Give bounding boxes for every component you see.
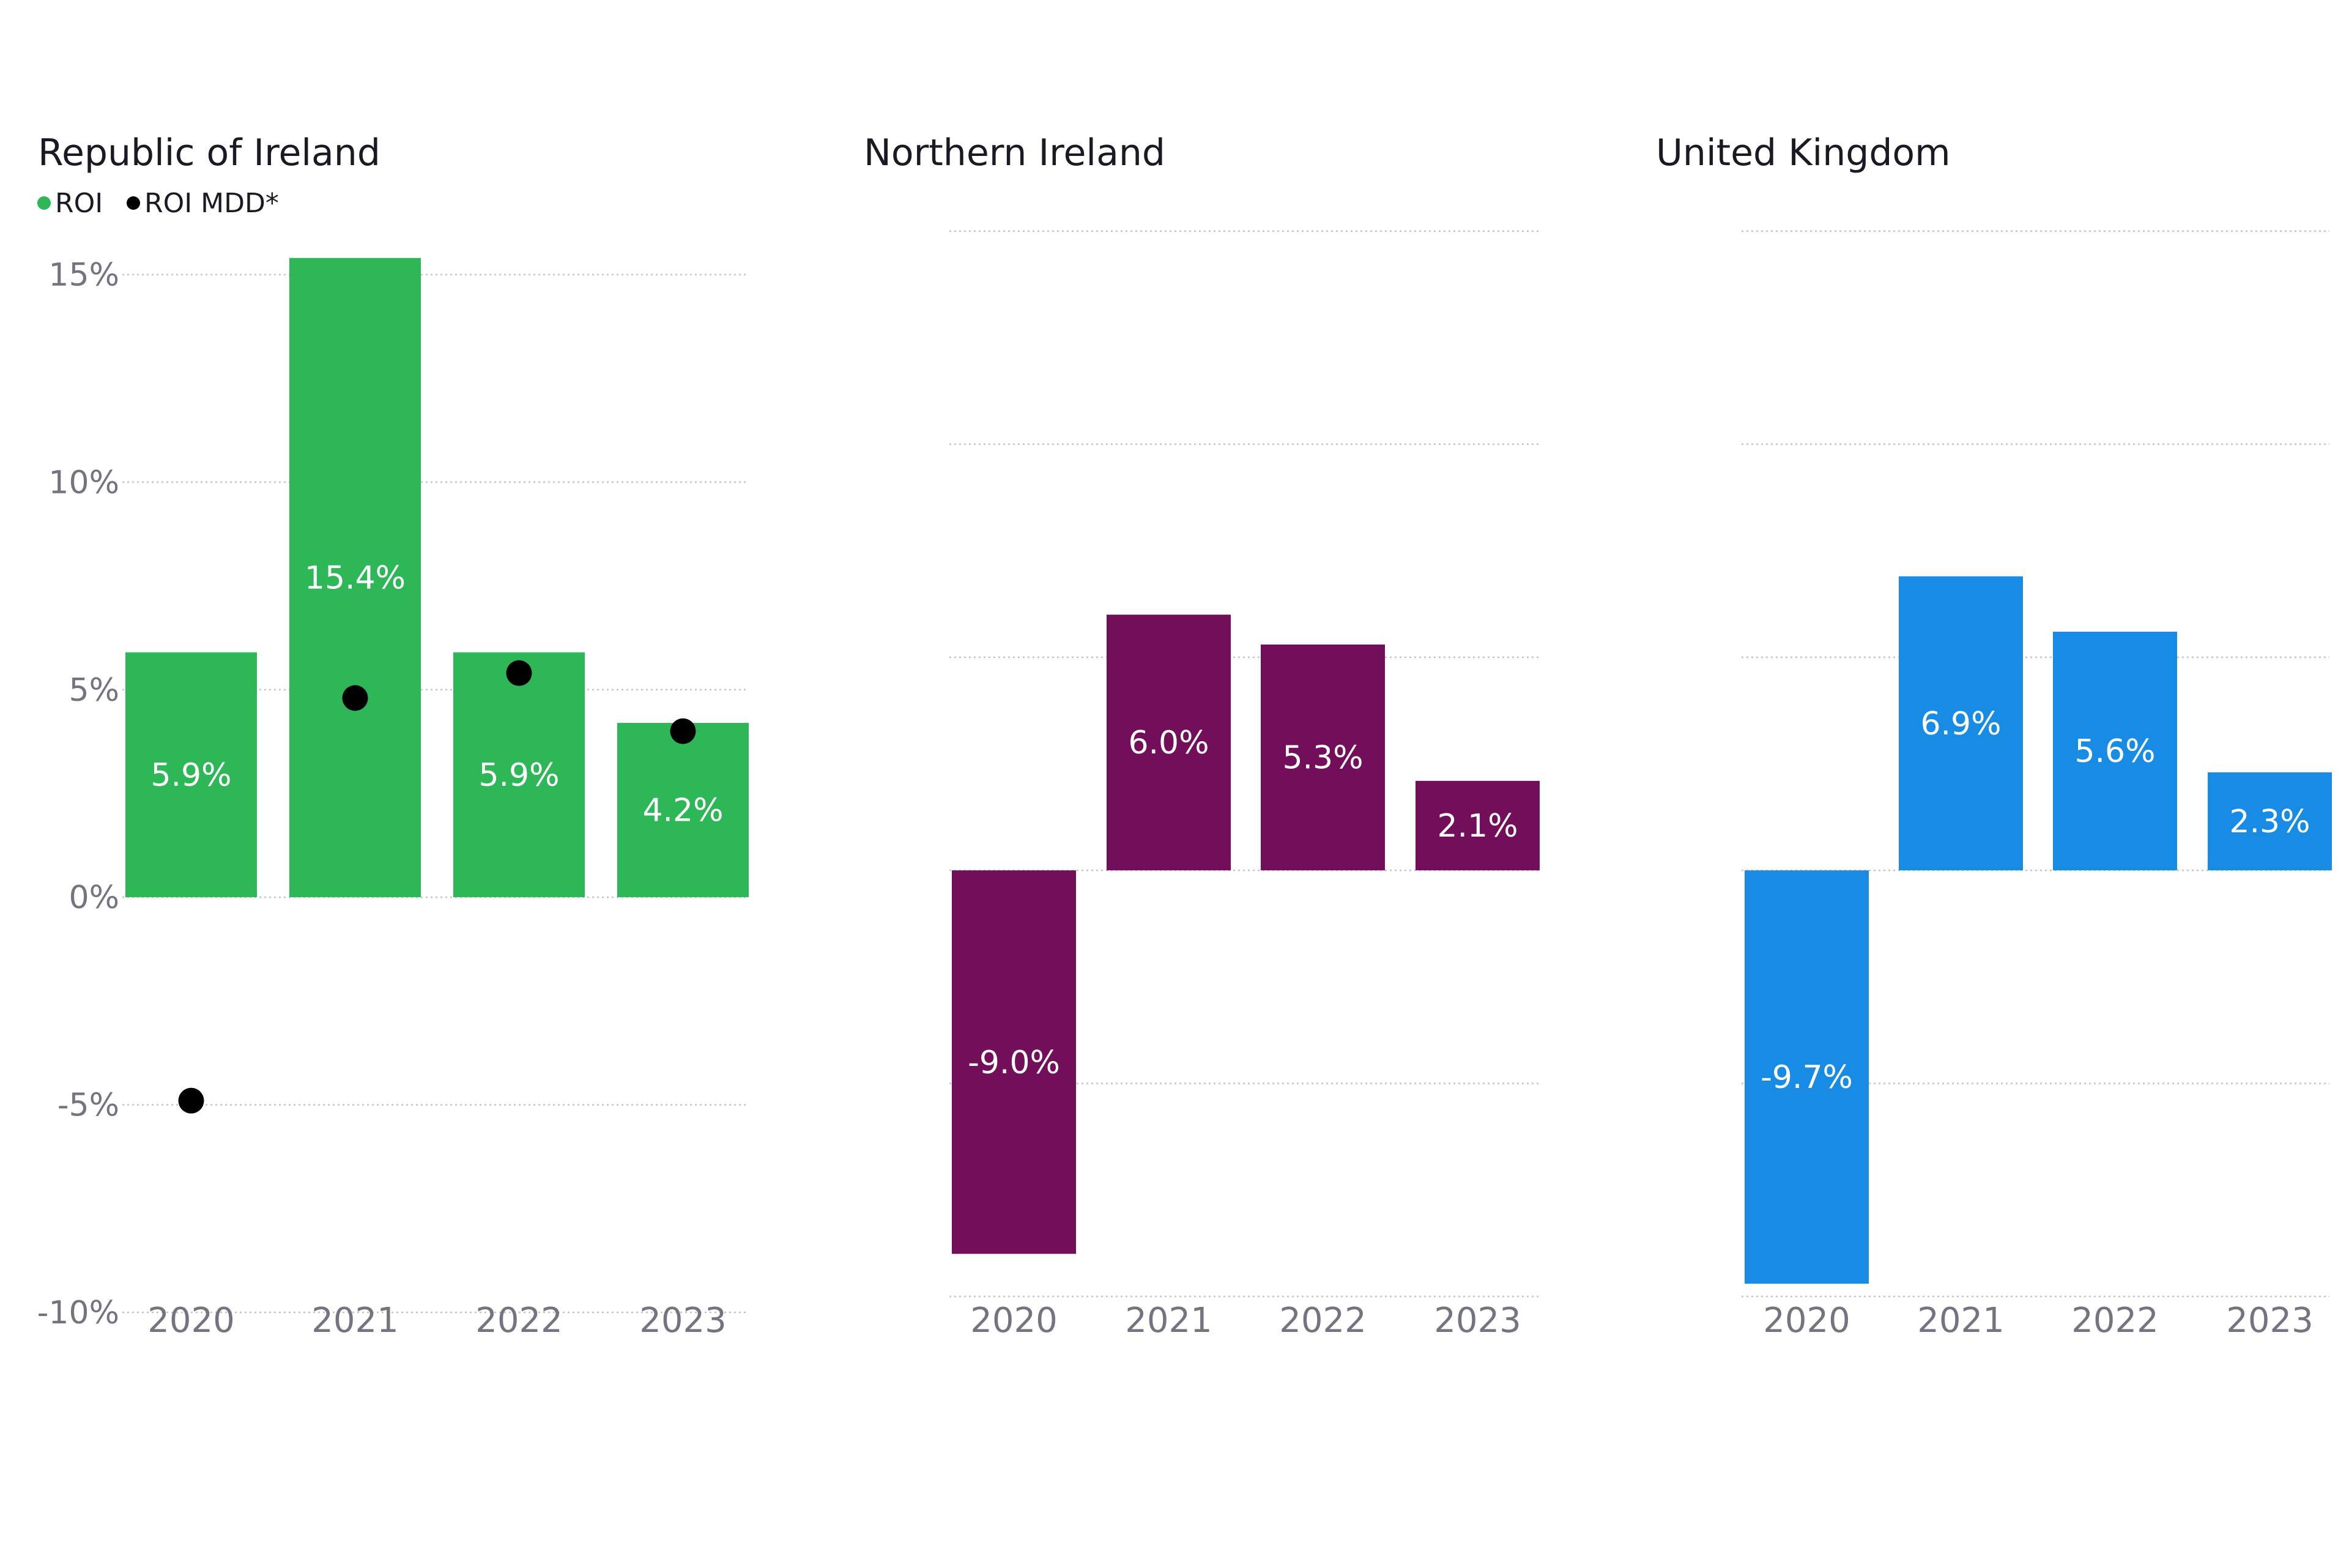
x-tick-label: 2022 — [2071, 1301, 2159, 1341]
chart-legend: ROI ROI MDD* — [37, 188, 279, 219]
bar-2021 — [1899, 576, 2023, 871]
legend-label: ROI MDD* — [144, 188, 279, 219]
mdd-point-2022 — [506, 660, 532, 686]
y-tick-label: 5% — [69, 672, 120, 709]
mdd-point-2021 — [342, 685, 368, 711]
y-tick-label: 15% — [48, 257, 119, 294]
x-tick-label: 2020 — [1763, 1301, 1850, 1341]
x-tick-label: 2023 — [2226, 1301, 2314, 1341]
bar-2021 — [289, 257, 421, 898]
bar-data-label: 6.9% — [1920, 706, 2001, 742]
bar-2022 — [453, 652, 585, 898]
x-tick-label: 2023 — [1434, 1301, 1521, 1341]
x-tick-label: 2021 — [1917, 1301, 2005, 1341]
chart-panel-1: Northern Ireland -9.0% 6.0% 5.3% 2.1% 2020 202… — [864, 131, 1540, 1341]
legend-marker-0 — [37, 196, 51, 210]
bar-data-label: 5.6% — [2074, 733, 2155, 770]
bar-2021 — [1107, 615, 1231, 871]
bar-2020 — [952, 870, 1076, 1254]
bar-2023 — [2208, 772, 2332, 871]
bar-2020 — [1745, 870, 1869, 1284]
chart-panel-2: United Kingdom -9.7% 6.9% 5.6% 2.3% 2020 2021 2… — [1656, 131, 2332, 1341]
chart-title: Republic of Ireland — [38, 131, 380, 174]
y-tick-label: -10% — [37, 1295, 119, 1331]
chart-title: United Kingdom — [1656, 131, 1951, 174]
bar-data-label: 5.3% — [1282, 740, 1363, 777]
legend-marker-1 — [127, 196, 140, 210]
bar-2023 — [617, 723, 749, 898]
mdd-point-2020 — [178, 1087, 204, 1114]
bar-data-label: 15.4% — [305, 560, 406, 596]
bar-2022 — [2053, 631, 2177, 871]
bar-2023 — [1416, 780, 1540, 871]
chart-panel-0: Republic of Ireland 15% 10% 5% 0% -5% -10% 5.9%… — [37, 131, 749, 1341]
x-tick-label: 2020 — [147, 1301, 235, 1341]
x-tick-label: 2020 — [970, 1301, 1058, 1341]
bar-data-label: -9.7% — [1761, 1059, 1853, 1096]
y-tick-label: 0% — [69, 879, 120, 916]
mdd-point-2023 — [670, 718, 696, 744]
bar-data-label: 2.1% — [1437, 808, 1518, 845]
y-tick-label: 10% — [48, 464, 119, 501]
bar-data-label: 6.0% — [1128, 725, 1209, 761]
x-tick-label: 2022 — [475, 1301, 563, 1341]
bar-data-label: 4.2% — [642, 793, 723, 829]
x-tick-label: 2021 — [1125, 1301, 1212, 1341]
x-tick-label: 2023 — [639, 1301, 727, 1341]
bar-2020 — [125, 652, 257, 898]
bar-data-label: -9.0% — [968, 1045, 1060, 1081]
x-tick-label: 2022 — [1279, 1301, 1367, 1341]
bar-data-label: 5.9% — [150, 757, 231, 794]
bar-data-label: 2.3% — [2229, 804, 2310, 840]
bar-data-label: 5.9% — [478, 757, 559, 794]
x-tick-label: 2021 — [311, 1301, 399, 1341]
bar-2022 — [1261, 644, 1385, 871]
legend-label: ROI — [55, 188, 103, 219]
y-tick-label: -5% — [58, 1087, 119, 1124]
chart-title: Northern Ireland — [864, 131, 1165, 174]
